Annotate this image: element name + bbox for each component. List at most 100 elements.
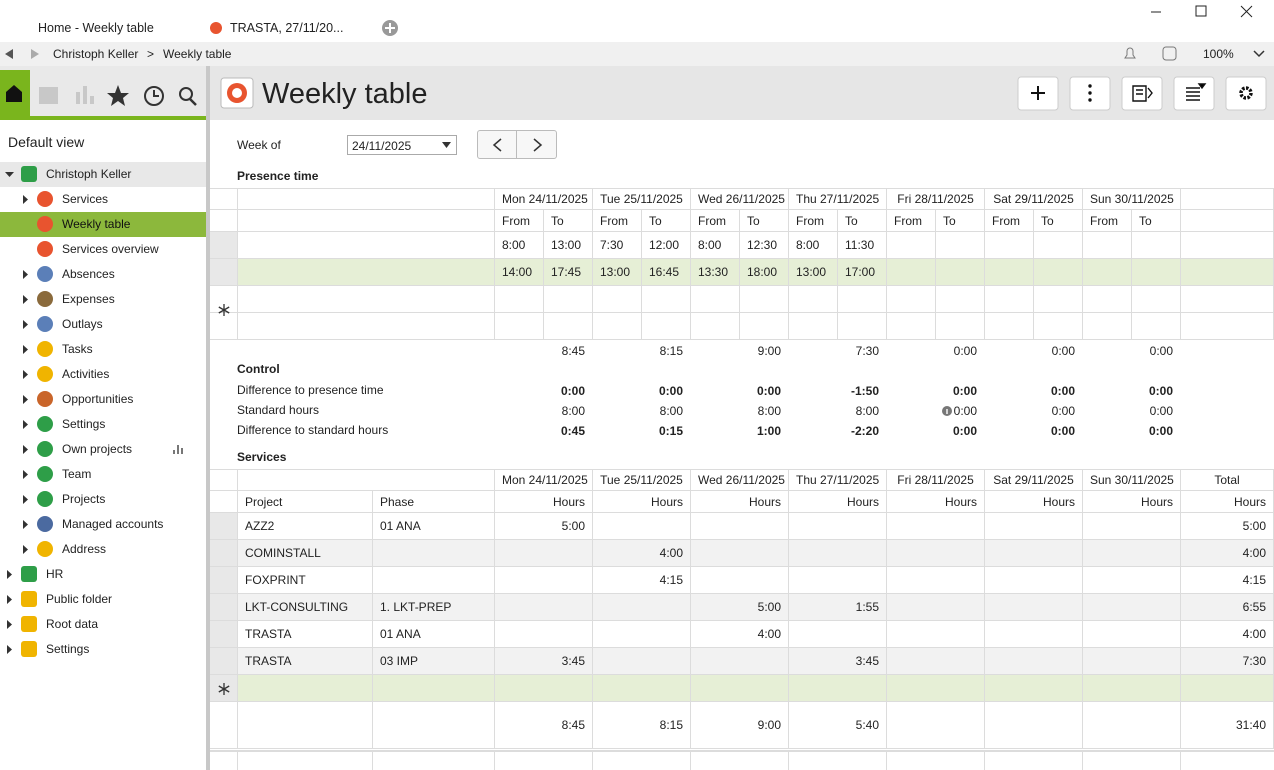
- tree-item[interactable]: Services: [62, 192, 109, 206]
- time-cell: 8:00: [495, 232, 544, 259]
- row-marker: [210, 313, 238, 340]
- control-value: 0:15: [658, 424, 683, 438]
- tree-toggle[interactable]: [20, 537, 32, 562]
- to-header: To: [936, 210, 985, 232]
- tree-item[interactable]: Weekly table: [62, 217, 131, 231]
- tree-item[interactable]: HR: [46, 567, 64, 581]
- phase-cell: 01 ANA: [373, 513, 495, 540]
- next-week[interactable]: [516, 130, 557, 159]
- tree-toggle[interactable]: [4, 162, 16, 187]
- tree-toggle[interactable]: [4, 587, 16, 612]
- settings-button[interactable]: [1225, 76, 1267, 111]
- view-title[interactable]: Default view: [8, 134, 85, 150]
- hours-cell: [691, 540, 789, 567]
- from-header: From: [1083, 210, 1132, 232]
- tree-item[interactable]: Settings: [46, 642, 90, 656]
- day-total: 5:40: [789, 702, 887, 749]
- nav-history[interactable]: [144, 86, 164, 106]
- time-cell: [642, 286, 691, 313]
- hours-header: Hours: [593, 491, 691, 513]
- tab-label[interactable]: TRASTA, 27/11/20...: [230, 21, 344, 35]
- tree-item[interactable]: Address: [62, 542, 107, 556]
- tree-item[interactable]: Outlays: [62, 317, 103, 331]
- project-cell: AZZ2: [238, 513, 373, 540]
- tree-item[interactable]: Settings: [62, 417, 106, 431]
- tree-toggle[interactable]: [20, 287, 32, 312]
- time-cell: [1034, 313, 1083, 340]
- table-top: [210, 469, 1274, 470]
- tree-item[interactable]: Own projects: [62, 442, 133, 456]
- day-header: Mon 24/11/2025: [495, 188, 593, 210]
- tree-item[interactable]: Projects: [62, 492, 106, 506]
- nav-calendar[interactable]: [39, 87, 58, 104]
- notifications[interactable]: [1124, 47, 1136, 59]
- tree-toggle[interactable]: [20, 512, 32, 537]
- tree-toggle[interactable]: [20, 412, 32, 437]
- tree-item[interactable]: Managed accounts: [62, 517, 164, 531]
- project-cell: TRASTA: [238, 621, 373, 648]
- row-marker: [210, 594, 238, 621]
- nav-search[interactable]: [179, 87, 193, 101]
- time-cell: 13:00: [593, 259, 642, 286]
- control-value: 0:00: [756, 384, 781, 398]
- tree-item[interactable]: Root data: [46, 617, 99, 631]
- info[interactable]: [1162, 46, 1177, 61]
- time-cell: 12:00: [642, 232, 691, 259]
- tree-item[interactable]: Services overview: [62, 242, 159, 256]
- total-header: Total: [1181, 469, 1274, 491]
- blank: [1181, 210, 1274, 232]
- prev-week[interactable]: [477, 130, 517, 159]
- to-header: To: [544, 210, 593, 232]
- tree-toggle[interactable]: [4, 637, 16, 662]
- nav-stats[interactable]: [76, 86, 94, 104]
- control-value: 1:00: [756, 424, 781, 438]
- tree-toggle[interactable]: [20, 362, 32, 387]
- from-header: From: [593, 210, 642, 232]
- zoom-level[interactable]: 100%: [1203, 47, 1234, 61]
- tab-label[interactable]: Home - Weekly table: [38, 21, 154, 35]
- stats-icon[interactable]: [173, 445, 183, 454]
- tree-toggle[interactable]: [20, 462, 32, 487]
- maximize[interactable]: [1195, 5, 1207, 17]
- tree-toggle[interactable]: [20, 487, 32, 512]
- presence-total: 0:00: [1149, 344, 1173, 358]
- hours-cell: [1083, 594, 1181, 621]
- tree-toggle[interactable]: [20, 312, 32, 337]
- close-window[interactable]: [1240, 5, 1253, 18]
- tree-icon: [37, 266, 53, 282]
- tree-item[interactable]: Team: [62, 467, 92, 481]
- forward[interactable]: [31, 49, 39, 59]
- tree-toggle[interactable]: [20, 387, 32, 412]
- tree-item[interactable]: Activities: [62, 367, 110, 381]
- back[interactable]: [5, 49, 13, 59]
- layout-button[interactable]: [1173, 76, 1215, 111]
- week-select[interactable]: 24/11/2025: [347, 135, 457, 155]
- tab-active[interactable]: [8, 14, 194, 42]
- tree-item[interactable]: Opportunities: [62, 392, 134, 406]
- tree-toggle[interactable]: [20, 337, 32, 362]
- tree-toggle[interactable]: [20, 262, 32, 287]
- blank: [238, 210, 495, 232]
- tree-item[interactable]: Expenses: [62, 292, 115, 306]
- tree-toggle[interactable]: [4, 612, 16, 637]
- control-value: 0:00: [1148, 424, 1173, 438]
- breadcrumb-item[interactable]: Weekly table: [163, 47, 232, 61]
- nav-favorites[interactable]: [107, 85, 129, 106]
- tree-item[interactable]: Tasks: [62, 342, 93, 356]
- presence-total: 0:00: [1051, 344, 1075, 358]
- tree-item[interactable]: Absences: [62, 267, 115, 281]
- breadcrumb-item[interactable]: Christoph Keller: [53, 47, 139, 61]
- hours-cell: [1083, 567, 1181, 594]
- nav-home[interactable]: [6, 85, 22, 102]
- row-marker: [210, 567, 238, 594]
- nav-underline: [0, 116, 206, 120]
- hours-header: Hours: [495, 491, 593, 513]
- tree-icon: [37, 366, 53, 382]
- tree-toggle[interactable]: [20, 187, 32, 212]
- zoom-menu[interactable]: [1253, 50, 1265, 58]
- tree-item[interactable]: Public folder: [46, 592, 113, 606]
- tree-item[interactable]: Christoph Keller: [46, 167, 132, 181]
- tree-toggle[interactable]: [4, 562, 16, 587]
- tree-icon: [37, 541, 53, 557]
- tree-toggle[interactable]: [20, 437, 32, 462]
